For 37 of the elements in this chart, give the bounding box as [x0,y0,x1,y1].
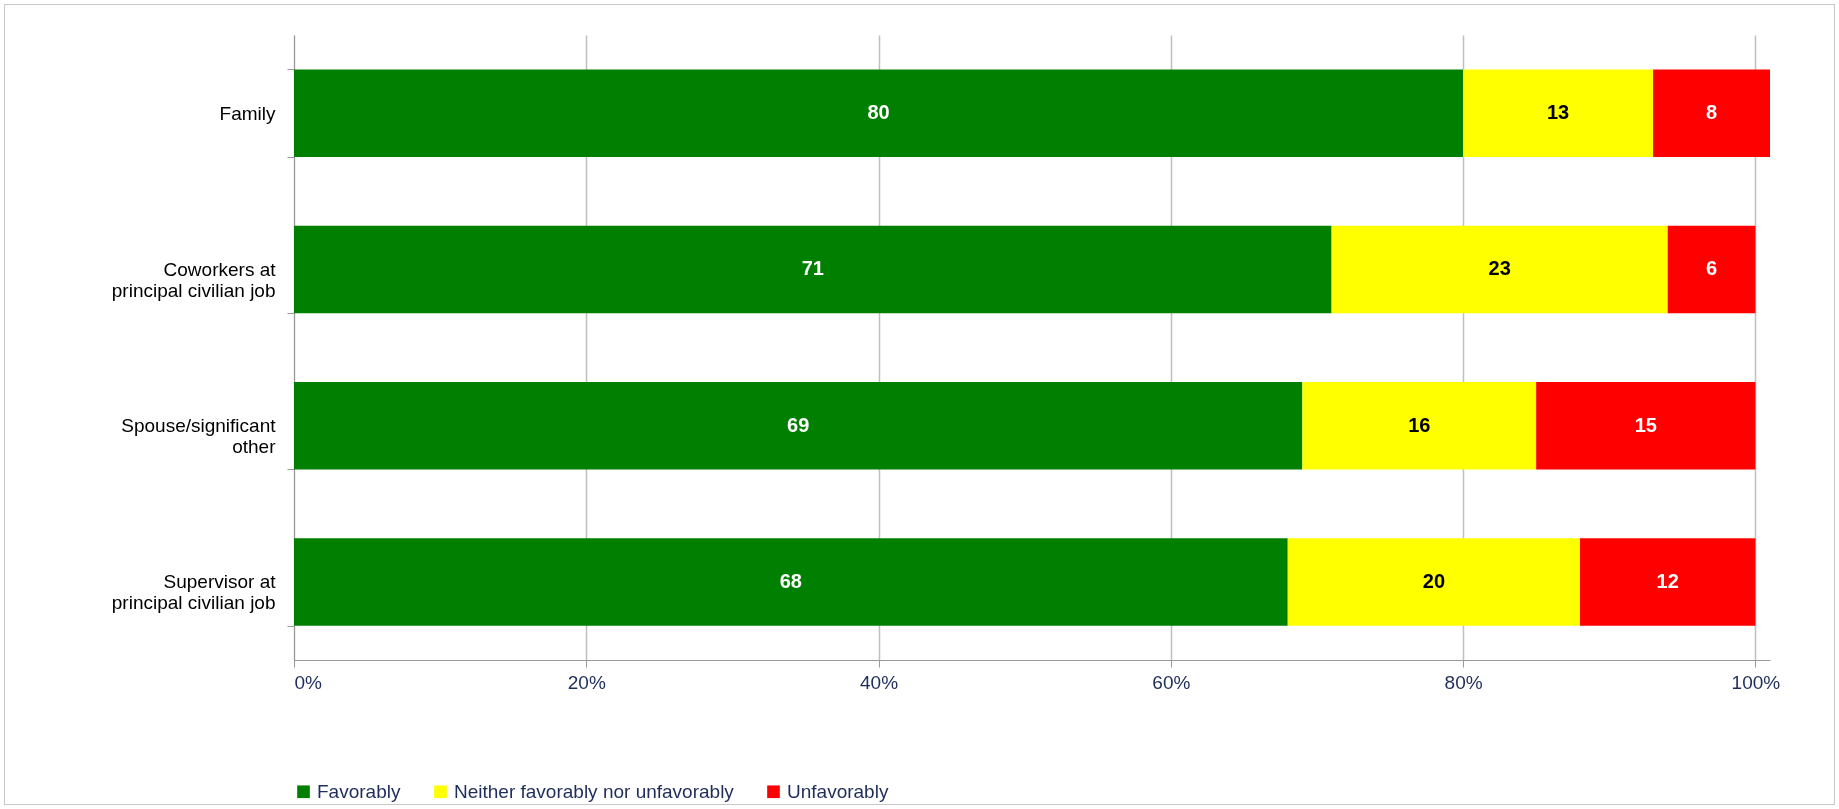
x-tick-label: 40% [860,671,899,693]
bar [1580,538,1756,626]
bar [294,538,1288,626]
bar [1287,538,1581,626]
bar [1667,225,1756,314]
data-label: 6 [1705,257,1718,280]
x-tick-label: 0% [294,671,323,693]
y-tick-label: Spouse/significant other [121,415,277,458]
bar [1302,381,1537,470]
data-label: 71 [801,257,824,280]
y-tick-label: Supervisor at principal civilian job [111,571,277,614]
data-label: 12 [1656,569,1679,592]
legend-label: Favorably [317,780,401,802]
bar [294,69,1464,157]
data-label: 23 [1488,257,1511,280]
bar [1653,69,1770,157]
data-label: 13 [1546,101,1570,124]
data-label: 80 [867,101,890,124]
data-label: 20 [1422,569,1446,592]
x-tick-label: 80% [1444,671,1483,693]
legend-label: Unfavorably [787,780,889,802]
data-label: 16 [1408,413,1431,436]
legend-label: Neither favorably nor unfavorably [454,780,735,802]
y-tick-label: Family [219,102,276,124]
bar [294,225,1332,314]
y-tick-label: Coworkers at principal civilian job [111,258,277,301]
data-label: 68 [779,569,802,592]
bar [294,381,1303,470]
x-tick-label: 100% [1731,671,1781,693]
bar [1536,381,1756,470]
bar [1331,225,1668,314]
x-tick-label: 20% [567,671,606,693]
data-label: 69 [787,413,810,436]
data-label: 8 [1705,101,1718,124]
x-tick-label: 60% [1152,671,1191,693]
bar [1463,69,1654,157]
data-label: 15 [1634,413,1657,436]
